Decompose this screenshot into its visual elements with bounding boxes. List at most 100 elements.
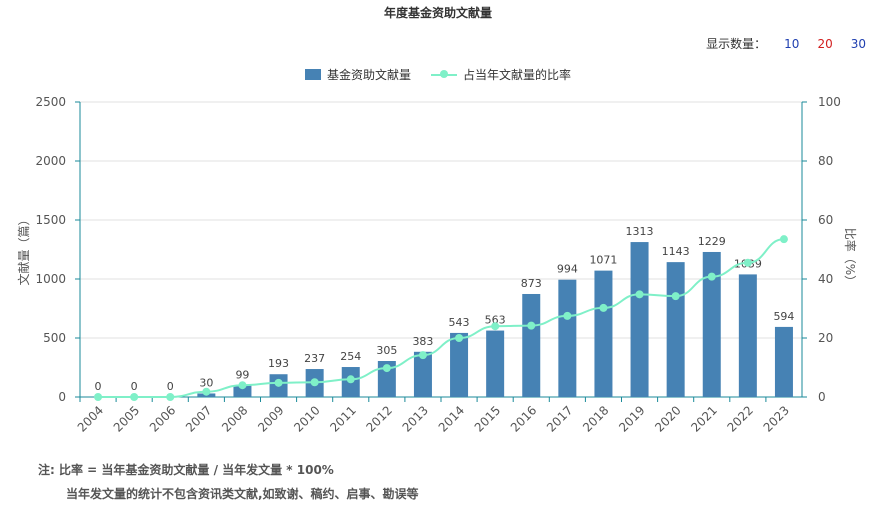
y-left-tick-label: 500	[43, 331, 66, 345]
x-tick-label: 2020	[652, 403, 683, 434]
ratio-point	[671, 292, 680, 301]
notes: 注: 比率 = 当年基金资助文献量 / 当年发文量 * 100% 当年发文量的统…	[38, 458, 419, 506]
bar	[558, 279, 577, 397]
count-option-30[interactable]: 30	[850, 36, 866, 51]
ratio-point	[130, 393, 139, 401]
bar-value-label: 237	[304, 352, 325, 365]
y-left-tick-label: 1000	[35, 272, 66, 286]
bar-value-label: 30	[199, 376, 213, 389]
ratio-point	[166, 393, 175, 401]
count-option-10[interactable]: 10	[784, 36, 800, 51]
bar-value-label: 99	[235, 368, 249, 381]
ratio-point	[743, 258, 752, 267]
legend-line-swatch	[431, 69, 457, 81]
y-left-tick-label: 2500	[35, 95, 66, 109]
x-tick-label: 2005	[111, 403, 142, 434]
x-tick-label: 2014	[436, 403, 467, 434]
note-formula: 注: 比率 = 当年基金资助文献量 / 当年发文量 * 100%	[38, 463, 334, 477]
bar-value-label: 305	[376, 344, 397, 357]
y-right-axis-title: 比率（%）	[843, 228, 858, 287]
ratio-line	[98, 238, 785, 398]
y-right-tick-label: 80	[818, 154, 833, 168]
ratio-point	[202, 387, 211, 396]
x-tick-label: 2004	[75, 403, 106, 434]
legend-bar-swatch	[304, 69, 321, 80]
x-tick-label: 2012	[363, 403, 394, 434]
bar-value-label: 1071	[589, 254, 617, 267]
x-tick-label: 2010	[291, 403, 322, 434]
ratio-point	[94, 393, 103, 401]
bar	[702, 251, 721, 397]
bar-value-label: 383	[412, 335, 433, 348]
bar	[413, 351, 432, 397]
y-right-tick-label: 60	[818, 213, 833, 227]
legend-item-line[interactable]: 占当年文献量的比率	[431, 66, 571, 83]
bar-value-label: 543	[449, 316, 470, 329]
x-tick-label: 2018	[580, 403, 611, 434]
count-option-20[interactable]: 20	[817, 36, 833, 51]
ratio-point	[779, 235, 788, 244]
y-right-tick-label: 20	[818, 331, 833, 345]
ratio-point	[455, 334, 464, 342]
bar-value-label: 594	[773, 310, 794, 323]
bar-value-label: 0	[131, 380, 138, 393]
bar-value-label: 873	[521, 277, 542, 290]
x-tick-label: 2013	[400, 403, 431, 434]
x-tick-label: 2008	[219, 403, 250, 434]
y-right-tick-label: 0	[818, 390, 826, 404]
ratio-point	[707, 272, 716, 281]
x-tick-label: 2017	[544, 403, 575, 434]
bar	[630, 242, 649, 397]
legend-line-label: 占当年文献量的比率	[463, 68, 572, 82]
bar	[233, 385, 252, 397]
ratio-point	[382, 364, 391, 373]
bar-value-label: 193	[268, 357, 289, 370]
bar	[666, 262, 685, 397]
bar-value-label: 1229	[698, 235, 726, 248]
x-tick-label: 2009	[255, 403, 286, 434]
ratio-point	[635, 290, 644, 299]
bar	[738, 274, 757, 397]
ratio-point	[238, 381, 247, 390]
ratio-point	[599, 303, 608, 312]
y-left-tick-label: 0	[58, 390, 66, 404]
x-tick-label: 2006	[147, 403, 178, 434]
ratio-point	[418, 351, 427, 360]
bar	[486, 330, 505, 397]
bar-value-label: 563	[485, 314, 506, 327]
ratio-point	[310, 378, 319, 387]
ratio-point	[346, 375, 355, 384]
y-left-axis-title: 文献量（篇）	[16, 213, 31, 285]
bar-value-label: 254	[340, 350, 361, 363]
count-selector: 显示数量： 10 20 30	[706, 35, 866, 52]
x-tick-label: 2015	[472, 403, 503, 434]
bar-value-label: 994	[557, 263, 578, 276]
chart-title: 年度基金资助文献量	[383, 6, 492, 20]
x-tick-label: 2011	[327, 403, 358, 434]
bar	[450, 332, 469, 397]
x-tick-label: 2021	[688, 403, 719, 434]
bar-value-label: 1143	[662, 245, 690, 258]
bar-value-label: 0	[95, 380, 102, 393]
x-tick-label: 2019	[616, 403, 647, 434]
legend-bar-label: 基金资助文献量	[326, 68, 411, 82]
ratio-point	[527, 321, 536, 330]
bar	[522, 293, 541, 397]
bar-value-label: 1313	[626, 225, 654, 238]
legend-item-bar[interactable]: 基金资助文献量	[304, 66, 411, 83]
y-right-tick-label: 100	[818, 95, 841, 109]
bar	[774, 326, 793, 397]
y-right-tick-label: 40	[818, 272, 833, 286]
note-exclusion: 当年发文量的统计不包含资讯类文献,如致谢、稿约、启事、勘误等	[66, 487, 419, 501]
x-tick-label: 2022	[724, 403, 755, 434]
y-left-tick-label: 1500	[35, 213, 66, 227]
count-selector-label: 显示数量：	[706, 37, 767, 51]
bar-value-label: 0	[167, 380, 174, 393]
bar	[377, 361, 396, 397]
ratio-point	[491, 322, 500, 331]
bar	[594, 270, 613, 397]
x-tick-label: 2016	[508, 403, 539, 434]
ratio-point	[274, 378, 283, 387]
legend: 基金资助文献量 占当年文献量的比率	[0, 66, 876, 83]
